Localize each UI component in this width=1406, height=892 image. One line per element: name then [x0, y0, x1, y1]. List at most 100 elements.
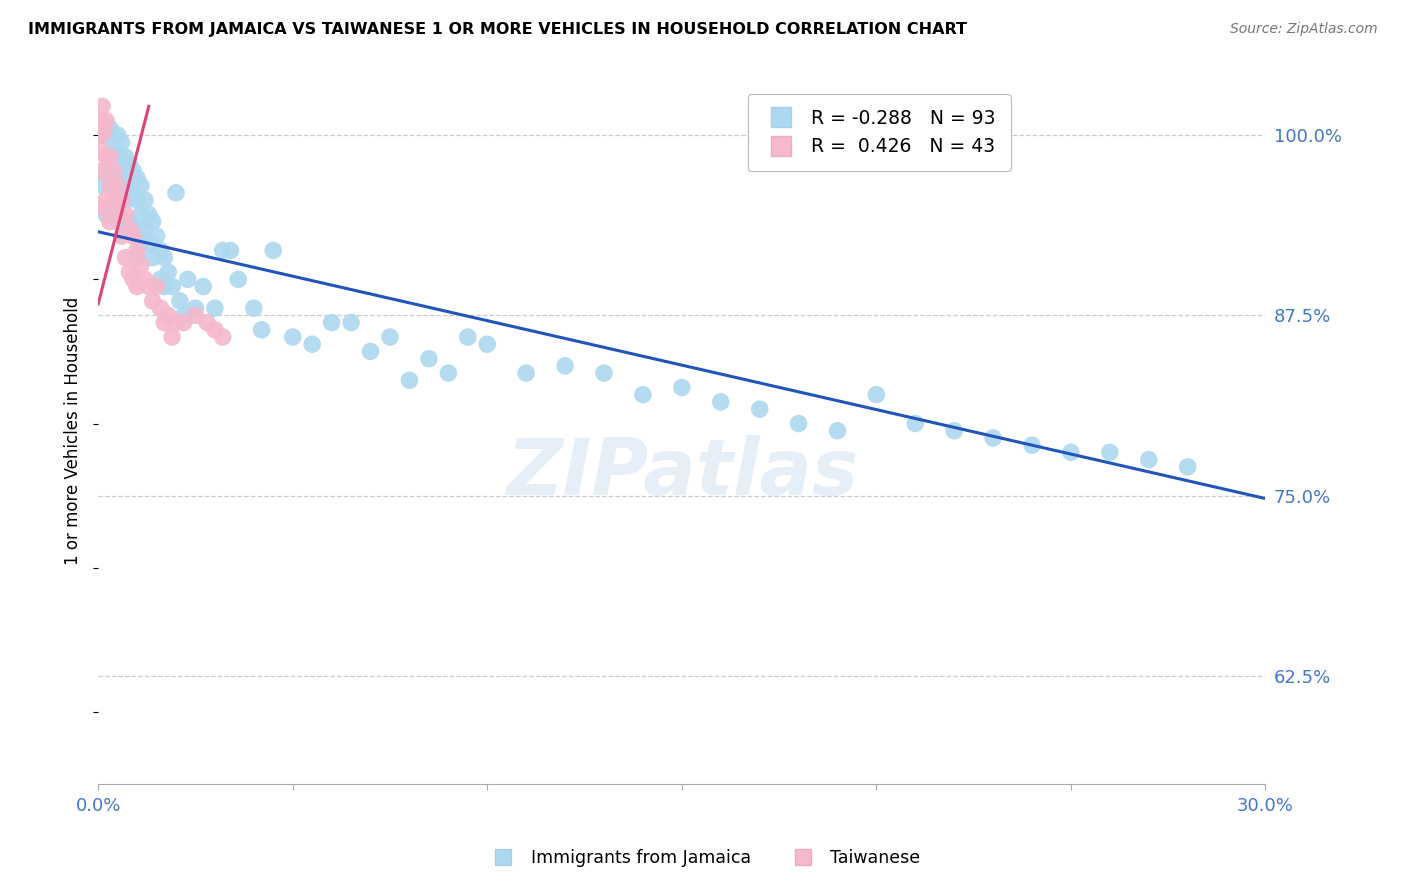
Point: [107, 186, 129, 200]
Point: [340, 316, 363, 330]
Point: [184, 301, 207, 315]
Point: [94, 164, 117, 178]
Point: [160, 279, 183, 293]
Point: [114, 150, 136, 164]
Point: [153, 279, 176, 293]
Point: [103, 171, 125, 186]
Point: [122, 229, 145, 244]
Point: [787, 417, 810, 431]
Point: [122, 272, 145, 286]
Point: [103, 193, 125, 207]
Point: [107, 207, 129, 221]
Point: [865, 387, 887, 401]
Point: [262, 244, 284, 258]
Point: [173, 316, 195, 330]
Point: [138, 279, 160, 293]
Point: [93, 120, 115, 135]
Point: [91, 99, 114, 113]
Point: [184, 309, 207, 323]
Point: [827, 424, 849, 438]
Point: [211, 244, 233, 258]
Point: [91, 178, 114, 193]
Point: [103, 207, 125, 221]
Point: [173, 309, 195, 323]
Point: [301, 337, 323, 351]
Point: [145, 229, 167, 244]
Point: [129, 207, 152, 221]
Point: [94, 207, 117, 221]
Point: [98, 178, 121, 193]
Point: [554, 359, 576, 373]
Point: [127, 193, 149, 207]
Point: [1021, 438, 1043, 452]
Point: [103, 143, 125, 157]
Point: [127, 244, 149, 258]
Point: [981, 431, 1004, 445]
Point: [593, 366, 616, 380]
Point: [118, 265, 141, 279]
Point: [114, 207, 136, 221]
Y-axis label: 1 or more Vehicles in Household: 1 or more Vehicles in Household: [65, 297, 82, 565]
Point: [110, 136, 132, 150]
Point: [1177, 459, 1199, 474]
Point: [91, 128, 114, 142]
Point: [94, 128, 117, 142]
Point: [149, 272, 172, 286]
Point: [129, 178, 152, 193]
Point: [118, 222, 141, 236]
Point: [710, 395, 733, 409]
Point: [114, 222, 136, 236]
Point: [127, 279, 149, 293]
Point: [98, 120, 121, 135]
Point: [142, 251, 165, 265]
Point: [398, 373, 420, 387]
Point: [157, 265, 180, 279]
Point: [110, 164, 132, 178]
Point: [515, 366, 537, 380]
Point: [250, 323, 273, 337]
Point: [89, 143, 111, 157]
Point: [114, 251, 136, 265]
Point: [904, 417, 927, 431]
Point: [211, 330, 233, 344]
Point: [160, 330, 183, 344]
Point: [165, 316, 187, 330]
Point: [118, 214, 141, 228]
Point: [122, 186, 145, 200]
Point: [457, 330, 479, 344]
Legend: Immigrants from Jamaica, Taiwanese: Immigrants from Jamaica, Taiwanese: [478, 843, 928, 874]
Point: [94, 193, 117, 207]
Point: [943, 424, 966, 438]
Point: [1060, 445, 1083, 459]
Point: [671, 380, 693, 394]
Point: [378, 330, 401, 344]
Point: [149, 301, 172, 315]
Point: [204, 301, 226, 315]
Point: [98, 150, 121, 164]
Point: [107, 214, 129, 228]
Point: [243, 301, 266, 315]
Point: [110, 229, 132, 244]
Point: [118, 178, 141, 193]
Point: [103, 164, 125, 178]
Point: [748, 402, 770, 417]
Point: [142, 214, 165, 228]
Point: [142, 293, 165, 308]
Point: [134, 193, 156, 207]
Point: [110, 193, 132, 207]
Point: [176, 272, 198, 286]
Point: [94, 150, 117, 164]
Point: [145, 279, 167, 293]
Point: [127, 251, 149, 265]
Point: [321, 316, 343, 330]
Point: [153, 251, 176, 265]
Point: [138, 236, 160, 251]
Point: [114, 171, 136, 186]
Point: [98, 214, 121, 228]
Point: [127, 222, 149, 236]
Point: [91, 128, 114, 142]
Point: [153, 316, 176, 330]
Point: [149, 244, 172, 258]
Point: [122, 164, 145, 178]
Point: [98, 150, 121, 164]
